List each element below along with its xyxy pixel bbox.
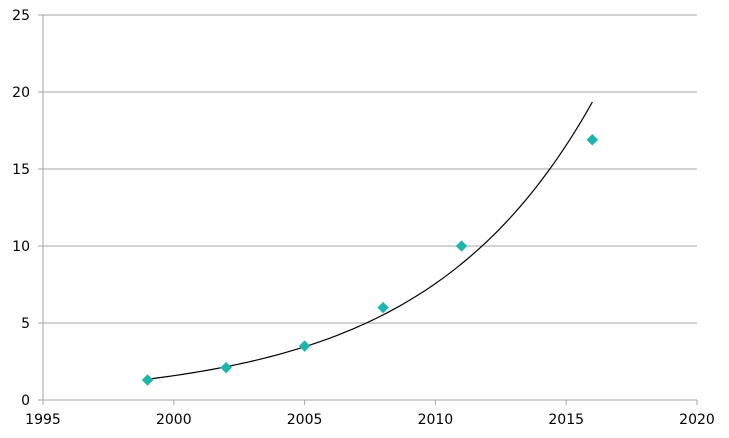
x-tick-label: 2005	[287, 412, 323, 428]
x-tick-label: 2015	[548, 412, 584, 428]
x-tick-label: 2020	[679, 412, 715, 428]
data-point-1999	[141, 374, 154, 386]
data-points	[141, 133, 599, 386]
y-tick-label: 20	[12, 85, 30, 101]
data-point-2011	[455, 240, 468, 252]
x-tick-label: 1995	[25, 412, 61, 428]
data-point-2002	[220, 361, 232, 374]
data-point-2005	[298, 340, 311, 352]
tick-labels: 0 5 10 15 20 25 1995 2000 2005 2010 2015 2020	[12, 8, 715, 428]
data-point-2016	[586, 133, 599, 146]
y-tick-label: 15	[12, 162, 30, 178]
y-tick-label: 5	[21, 316, 30, 332]
x-tick-label: 2010	[418, 412, 454, 428]
axes	[38, 14, 698, 405]
trendline	[147, 101, 593, 380]
gridlines	[43, 14, 697, 324]
y-tick-label: 10	[12, 239, 30, 255]
trendline-layer	[147, 101, 593, 380]
data-point-2008	[377, 301, 389, 314]
x-tick-label: 2000	[156, 412, 192, 428]
y-tick-label: 25	[12, 8, 30, 24]
y-tick-label: 0	[21, 393, 30, 409]
